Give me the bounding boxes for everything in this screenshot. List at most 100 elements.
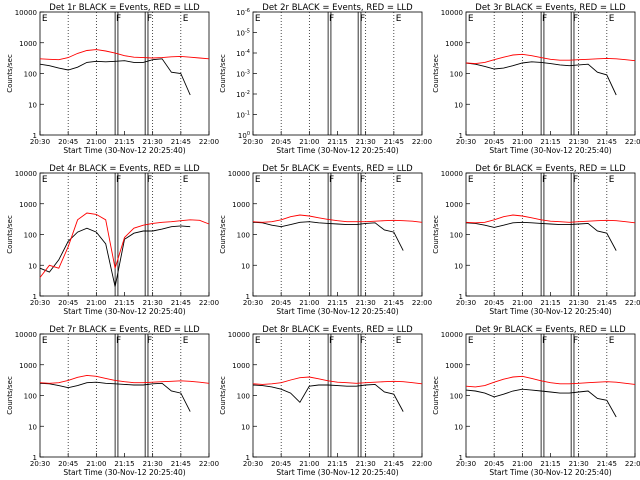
plot-frame	[465, 11, 636, 136]
y-axis-label: Counts/sec	[432, 54, 440, 93]
y-tick-label: 10000	[441, 9, 463, 17]
x-tick-label: 22:00	[412, 460, 432, 468]
plot-frame	[465, 172, 636, 297]
y-tick-label: 1	[33, 293, 37, 301]
x-tick-label: 22:00	[412, 299, 432, 307]
flag-label: F	[542, 14, 547, 24]
x-tick-label: 21:00	[512, 299, 532, 307]
x-tick-label: 21:00	[299, 138, 319, 146]
events-series-line	[252, 221, 404, 251]
events-series-line	[465, 221, 617, 251]
flag-label: E	[42, 14, 48, 24]
y-tick-label: 10-2	[236, 90, 250, 99]
y-tick-label: 10	[454, 101, 463, 109]
x-axis-label: Start Time (30-Nov-12 20:25:40)	[489, 468, 611, 477]
flag-label: F	[116, 336, 121, 346]
lld-series-line	[465, 214, 636, 224]
plot-frame	[39, 172, 210, 297]
plot-frame	[39, 333, 210, 458]
y-tick-label: 1	[246, 293, 250, 301]
flag-label: F	[542, 175, 547, 185]
y-tick-label: 10	[454, 262, 463, 270]
x-tick-label: 21:45	[597, 138, 617, 146]
x-tick-label: 21:30	[356, 460, 376, 468]
x-axis-label: Start Time (30-Nov-12 20:25:40)	[276, 468, 398, 477]
events-series-line	[39, 381, 191, 412]
plot-frame	[252, 333, 423, 458]
flag-label: F	[573, 336, 578, 346]
y-tick-label: 10000	[441, 331, 463, 339]
flag-label: E	[183, 175, 189, 185]
y-tick-label: 1000	[19, 40, 37, 48]
events-series-line	[465, 388, 617, 418]
x-tick-label: 21:15	[540, 299, 560, 307]
y-tick-label: 1000	[19, 201, 37, 209]
panel-title: Det 9r BLACK = Events, RED = LLD	[475, 325, 626, 335]
panel-title: Det 8r BLACK = Events, RED = LLD	[262, 325, 413, 335]
x-tick-label: 20:30	[243, 299, 263, 307]
y-axis-label: Counts/sec	[219, 376, 227, 415]
x-tick-label: 20:45	[271, 138, 291, 146]
flag-label: E	[609, 336, 615, 346]
y-tick-label: 10000	[15, 331, 37, 339]
flag-label: E	[609, 175, 615, 185]
x-tick-label: 20:30	[30, 299, 50, 307]
flag-label: F	[360, 336, 365, 346]
y-axis-label: Counts/sec	[432, 215, 440, 254]
x-tick-label: 20:45	[271, 299, 291, 307]
plot-frame	[252, 11, 423, 136]
flag-label: E	[396, 175, 402, 185]
y-tick-label: 100	[238, 131, 250, 140]
x-tick-label: 21:30	[569, 460, 589, 468]
y-tick-label: 1	[459, 454, 463, 462]
x-tick-label: 20:45	[58, 138, 78, 146]
x-tick-label: 21:00	[512, 460, 532, 468]
flag-label: E	[468, 336, 474, 346]
flag-label: E	[255, 175, 261, 185]
x-tick-label: 22:00	[412, 138, 432, 146]
y-tick-label: 10-5	[236, 29, 250, 38]
panel-title: Det 5r BLACK = Events, RED = LLD	[262, 164, 413, 174]
x-tick-label: 21:30	[143, 460, 163, 468]
x-axis-label: Start Time (30-Nov-12 20:25:40)	[276, 146, 398, 155]
x-tick-label: 21:30	[569, 138, 589, 146]
y-tick-label: 10	[28, 423, 37, 431]
y-axis-label: Counts/sec	[219, 215, 227, 254]
flag-label: E	[42, 175, 48, 185]
y-tick-label: 10	[241, 423, 250, 431]
y-tick-label: 1000	[445, 40, 463, 48]
x-axis-label: Start Time (30-Nov-12 20:25:40)	[63, 307, 185, 316]
flag-label: F	[542, 336, 547, 346]
y-tick-label: 10000	[15, 9, 37, 17]
x-axis-label: Start Time (30-Nov-12 20:25:40)	[489, 307, 611, 316]
x-tick-label: 22:00	[199, 460, 219, 468]
x-tick-label: 22:00	[625, 138, 640, 146]
x-tick-label: 21:30	[569, 299, 589, 307]
x-tick-label: 20:30	[456, 138, 476, 146]
flag-label: F	[329, 175, 334, 185]
lld-series-line	[39, 212, 210, 278]
panel-title: Det 7r BLACK = Events, RED = LLD	[49, 325, 200, 335]
x-tick-label: 21:45	[384, 299, 404, 307]
y-tick-label: 100	[24, 71, 37, 79]
x-tick-label: 21:45	[171, 299, 191, 307]
lld-series-line	[39, 49, 210, 61]
y-tick-label: 10	[241, 262, 250, 270]
x-tick-label: 21:45	[171, 138, 191, 146]
x-tick-label: 21:15	[327, 460, 347, 468]
y-tick-label: 10000	[228, 331, 250, 339]
flag-label: F	[329, 336, 334, 346]
x-tick-label: 21:45	[597, 299, 617, 307]
flag-label: F	[147, 175, 152, 185]
y-tick-label: 100	[450, 71, 463, 79]
flag-label: F	[329, 14, 334, 24]
x-tick-label: 20:30	[30, 460, 50, 468]
x-tick-label: 20:30	[243, 138, 263, 146]
x-tick-label: 21:30	[143, 138, 163, 146]
y-tick-label: 1	[459, 293, 463, 301]
x-tick-label: 21:30	[356, 138, 376, 146]
